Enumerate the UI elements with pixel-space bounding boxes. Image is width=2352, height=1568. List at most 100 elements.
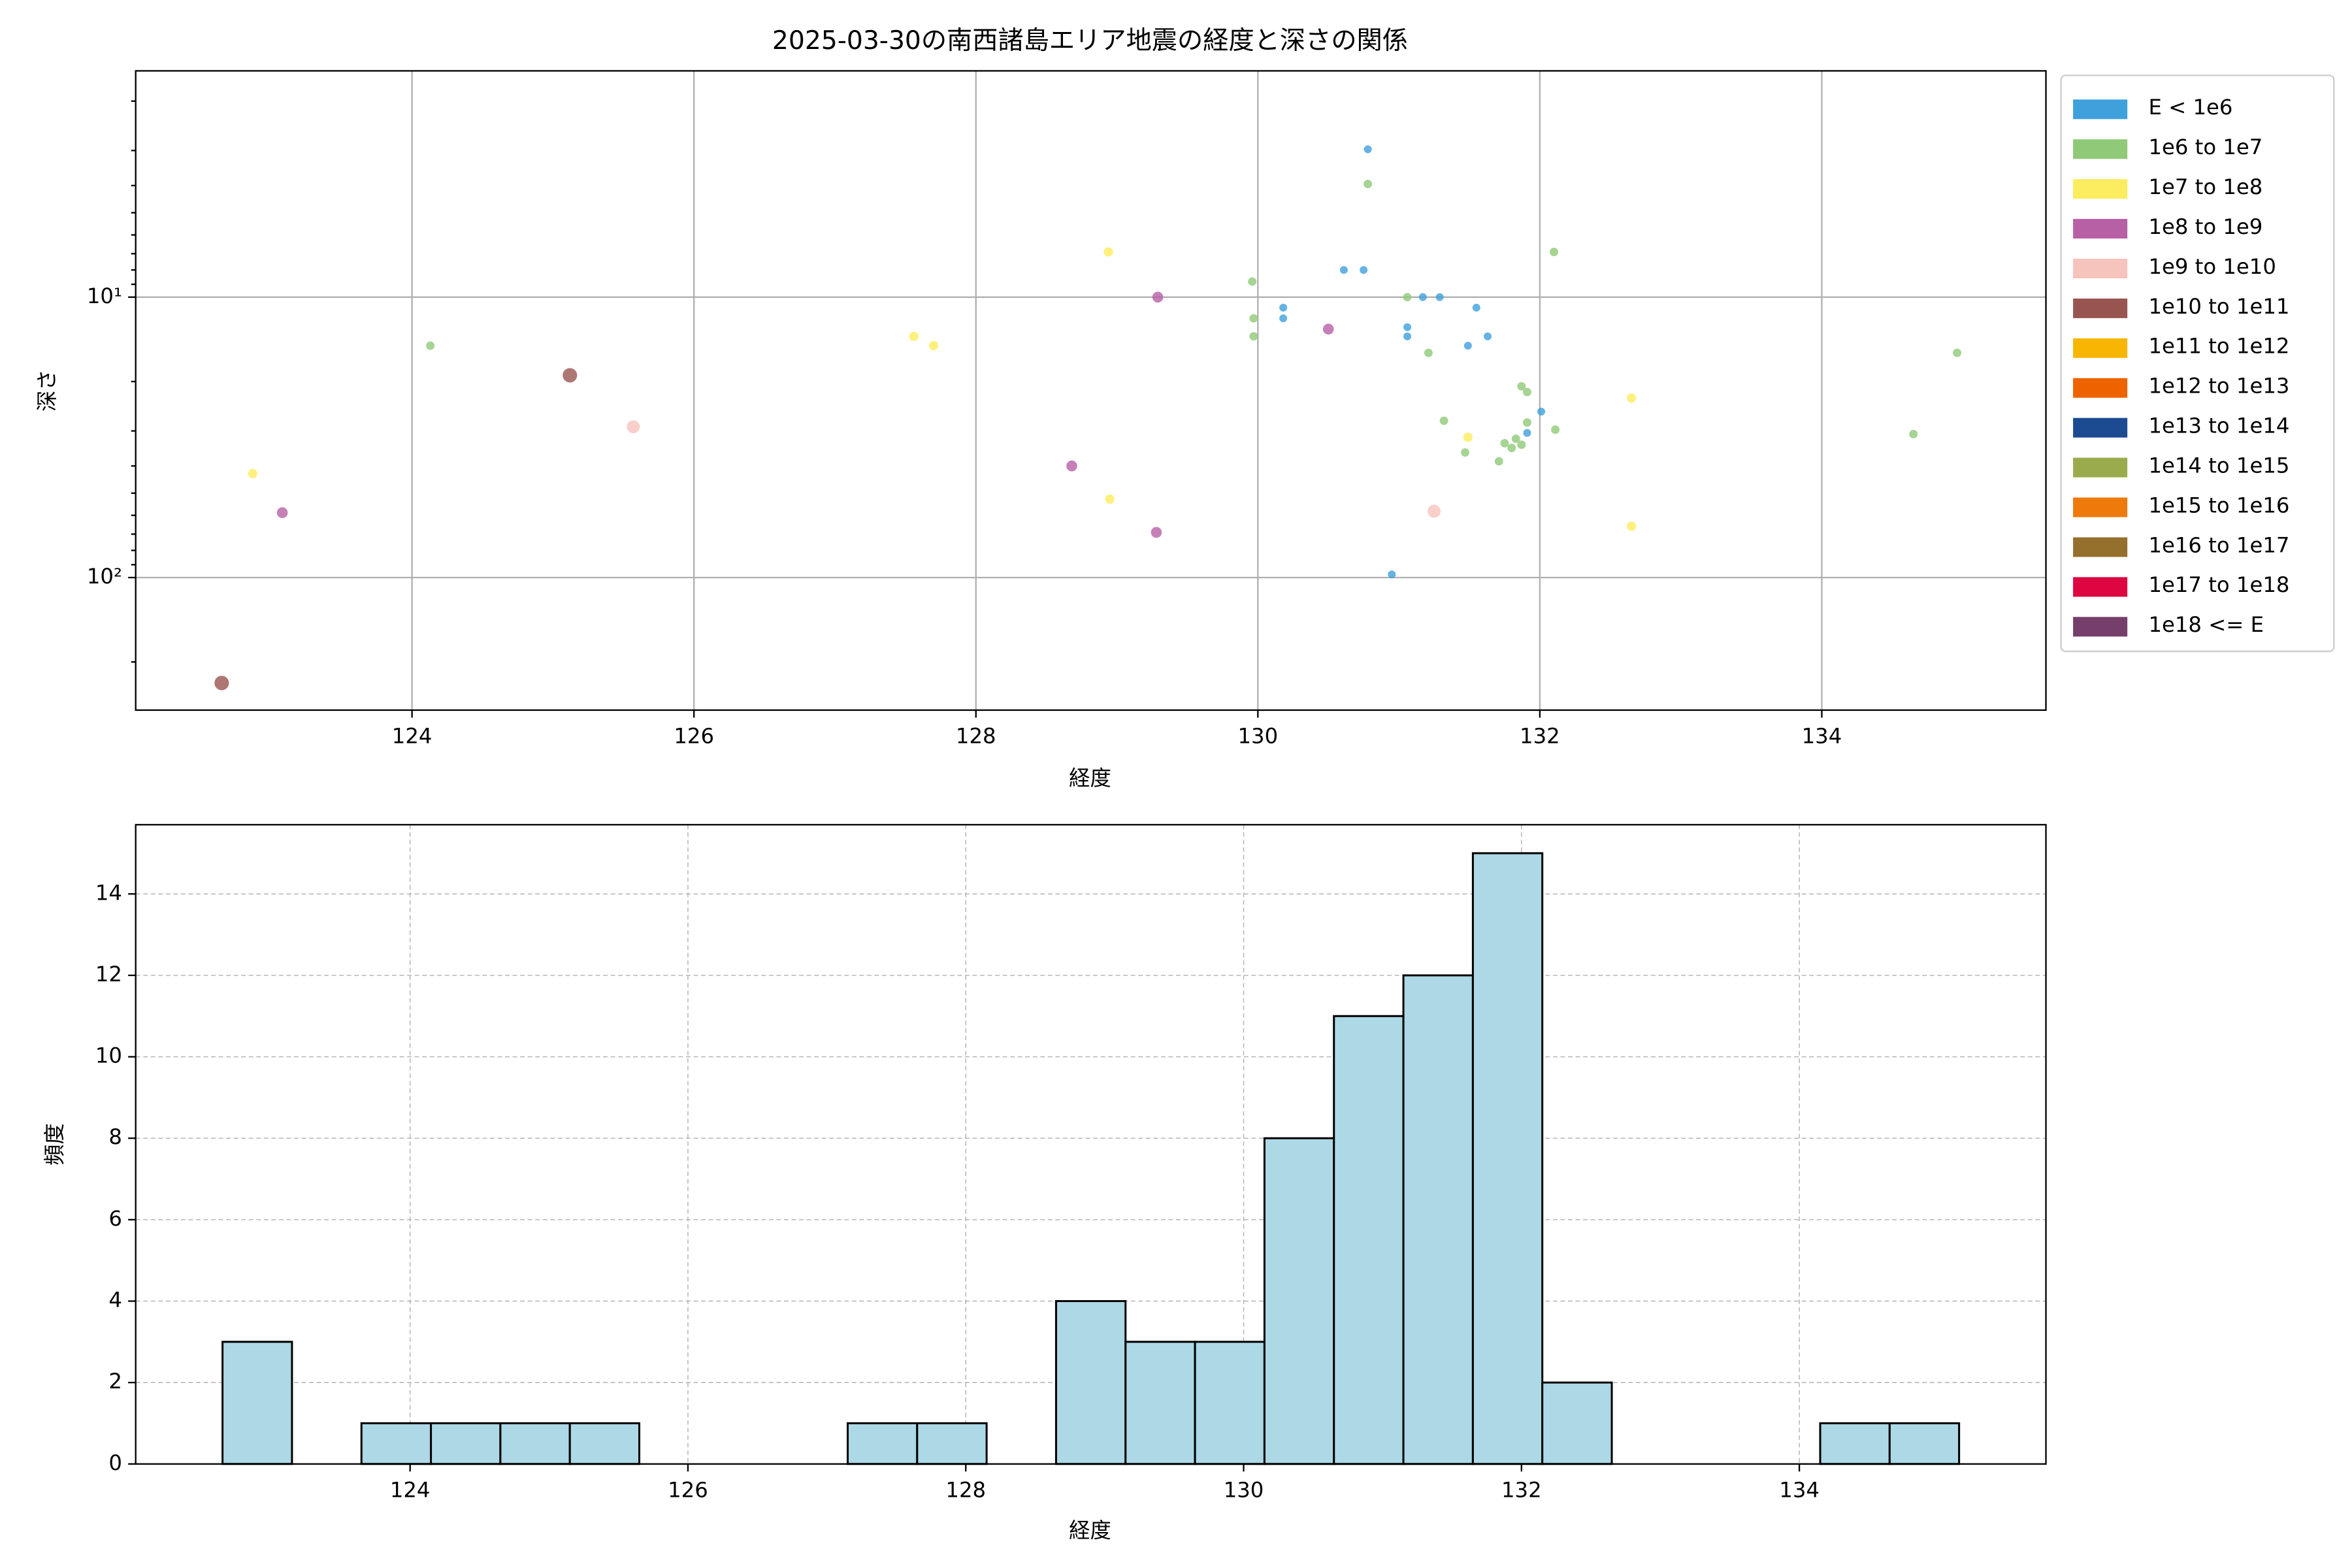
histogram-bar [916,1422,988,1465]
x-tick-label: 130 [1224,1477,1264,1502]
scatter-point [1151,527,1162,538]
scatter-point [1403,332,1412,340]
scatter-point [1517,440,1526,449]
scatter-point [1463,342,1472,350]
x-axis-label: 経度 [1069,1518,1111,1543]
y-tick-label: 8 [108,1124,122,1149]
scatter-point [1909,430,1918,438]
x-tick-label: 124 [390,1477,431,1502]
scatter-point [1511,434,1520,444]
x-axis-label: 経度 [1069,766,1111,791]
x-tick-label: 134 [1802,723,1842,748]
histogram-bar [360,1422,433,1465]
scatter-point [1249,314,1258,323]
y-tick-label: 10² [87,564,122,589]
legend-label: 1e14 to 1e15 [2148,453,2289,478]
y-axis-label: 頻度 [42,1123,67,1166]
scatter-point [1484,332,1492,340]
scatter-point [1248,277,1257,286]
y-tick-label: 10 [95,1043,122,1068]
legend-label: E < 1e6 [2148,95,2232,120]
scatter-point [1279,303,1288,312]
scatter-point [1339,266,1348,274]
legend-label: 1e12 to 1e13 [2148,374,2289,399]
scatter-point [1463,433,1473,442]
legend-label: 1e8 to 1e9 [2148,214,2262,239]
scatter-point [1418,293,1427,301]
scatter-point [1953,348,1962,357]
chart-title: 2025-03-30の南西諸島エリア地震の経度と深さの関係 [772,26,1408,56]
scatter-point [1435,293,1444,301]
legend-swatch [2073,378,2128,398]
scatter-point [1472,303,1480,312]
legend-swatch [2073,577,2128,597]
y-tick-label: 12 [95,962,122,987]
scatter-point [1403,323,1412,331]
legend-label: 1e17 to 1e18 [2148,572,2289,597]
legend-label: 1e6 to 1e7 [2148,135,2262,159]
histogram-bar [430,1422,502,1465]
legend-swatch [2073,338,2128,358]
scatter-point [1626,521,1637,531]
scatter-point [1428,504,1441,518]
scatter-point [1551,425,1560,434]
y-tick-label: 2 [108,1369,122,1394]
legend-label: 1e16 to 1e17 [2148,532,2289,557]
legend-swatch [2073,417,2128,438]
x-tick-label: 132 [1501,1477,1542,1502]
x-tick-label: 124 [392,723,433,748]
legend-swatch [2073,139,2128,159]
scatter-point [1403,293,1412,302]
scatter-point [1249,332,1258,341]
scatter-point [1523,429,1531,437]
y-tick-label: 4 [108,1287,122,1312]
histogram-bar [499,1422,571,1465]
scatter-point [214,676,229,691]
x-tick-label: 126 [668,1477,708,1502]
scatter-point [563,368,578,383]
scatter-point [276,507,288,519]
legend-label: 1e10 to 1e11 [2148,294,2289,319]
legend-swatch [2073,179,2128,199]
histogram-bar [1888,1422,1961,1465]
legend-label: 1e18 <= E [2148,612,2264,637]
scatter-point [1424,348,1433,357]
scatter-point [909,331,919,341]
histogram-bar [846,1422,919,1465]
scatter-point [627,420,640,434]
scatter-point [1105,494,1115,504]
scatter-point [426,341,435,350]
scatter-point [1152,291,1164,303]
scatter-point [1439,416,1448,425]
legend-swatch [2073,497,2128,517]
y-axis-label: 深さ [35,369,59,412]
legend-label: 1e9 to 1e10 [2148,254,2276,279]
scatter-point [1494,457,1503,466]
x-tick-label: 128 [945,1477,986,1502]
x-tick-label: 126 [674,723,714,748]
x-tick-label: 130 [1237,723,1278,748]
y-tick-label: 10¹ [87,284,122,308]
scatter-point [1626,393,1637,403]
scatter-point [1364,180,1373,189]
plot-frame [135,824,2047,1465]
scatter-point [248,468,257,479]
scatter-point [1549,248,1558,257]
scatter-point [1322,323,1334,335]
legend-label: 1e13 to 1e14 [2148,414,2289,438]
legend-label: 1e11 to 1e12 [2148,334,2289,359]
plot-frame [135,70,2047,711]
scatter-point [1522,418,1531,427]
scatter-point [1507,444,1516,453]
scatter-point [1522,387,1531,397]
legend-box [2060,74,2335,653]
scatter-point [1364,145,1372,154]
scatter-point [1279,314,1288,323]
y-tick-label: 6 [108,1206,122,1231]
histogram-bar [1333,1015,1405,1465]
scatter-point [1388,570,1396,579]
legend-swatch [2073,259,2128,278]
histogram-bar [1194,1341,1266,1465]
histogram-bar [1124,1341,1196,1465]
